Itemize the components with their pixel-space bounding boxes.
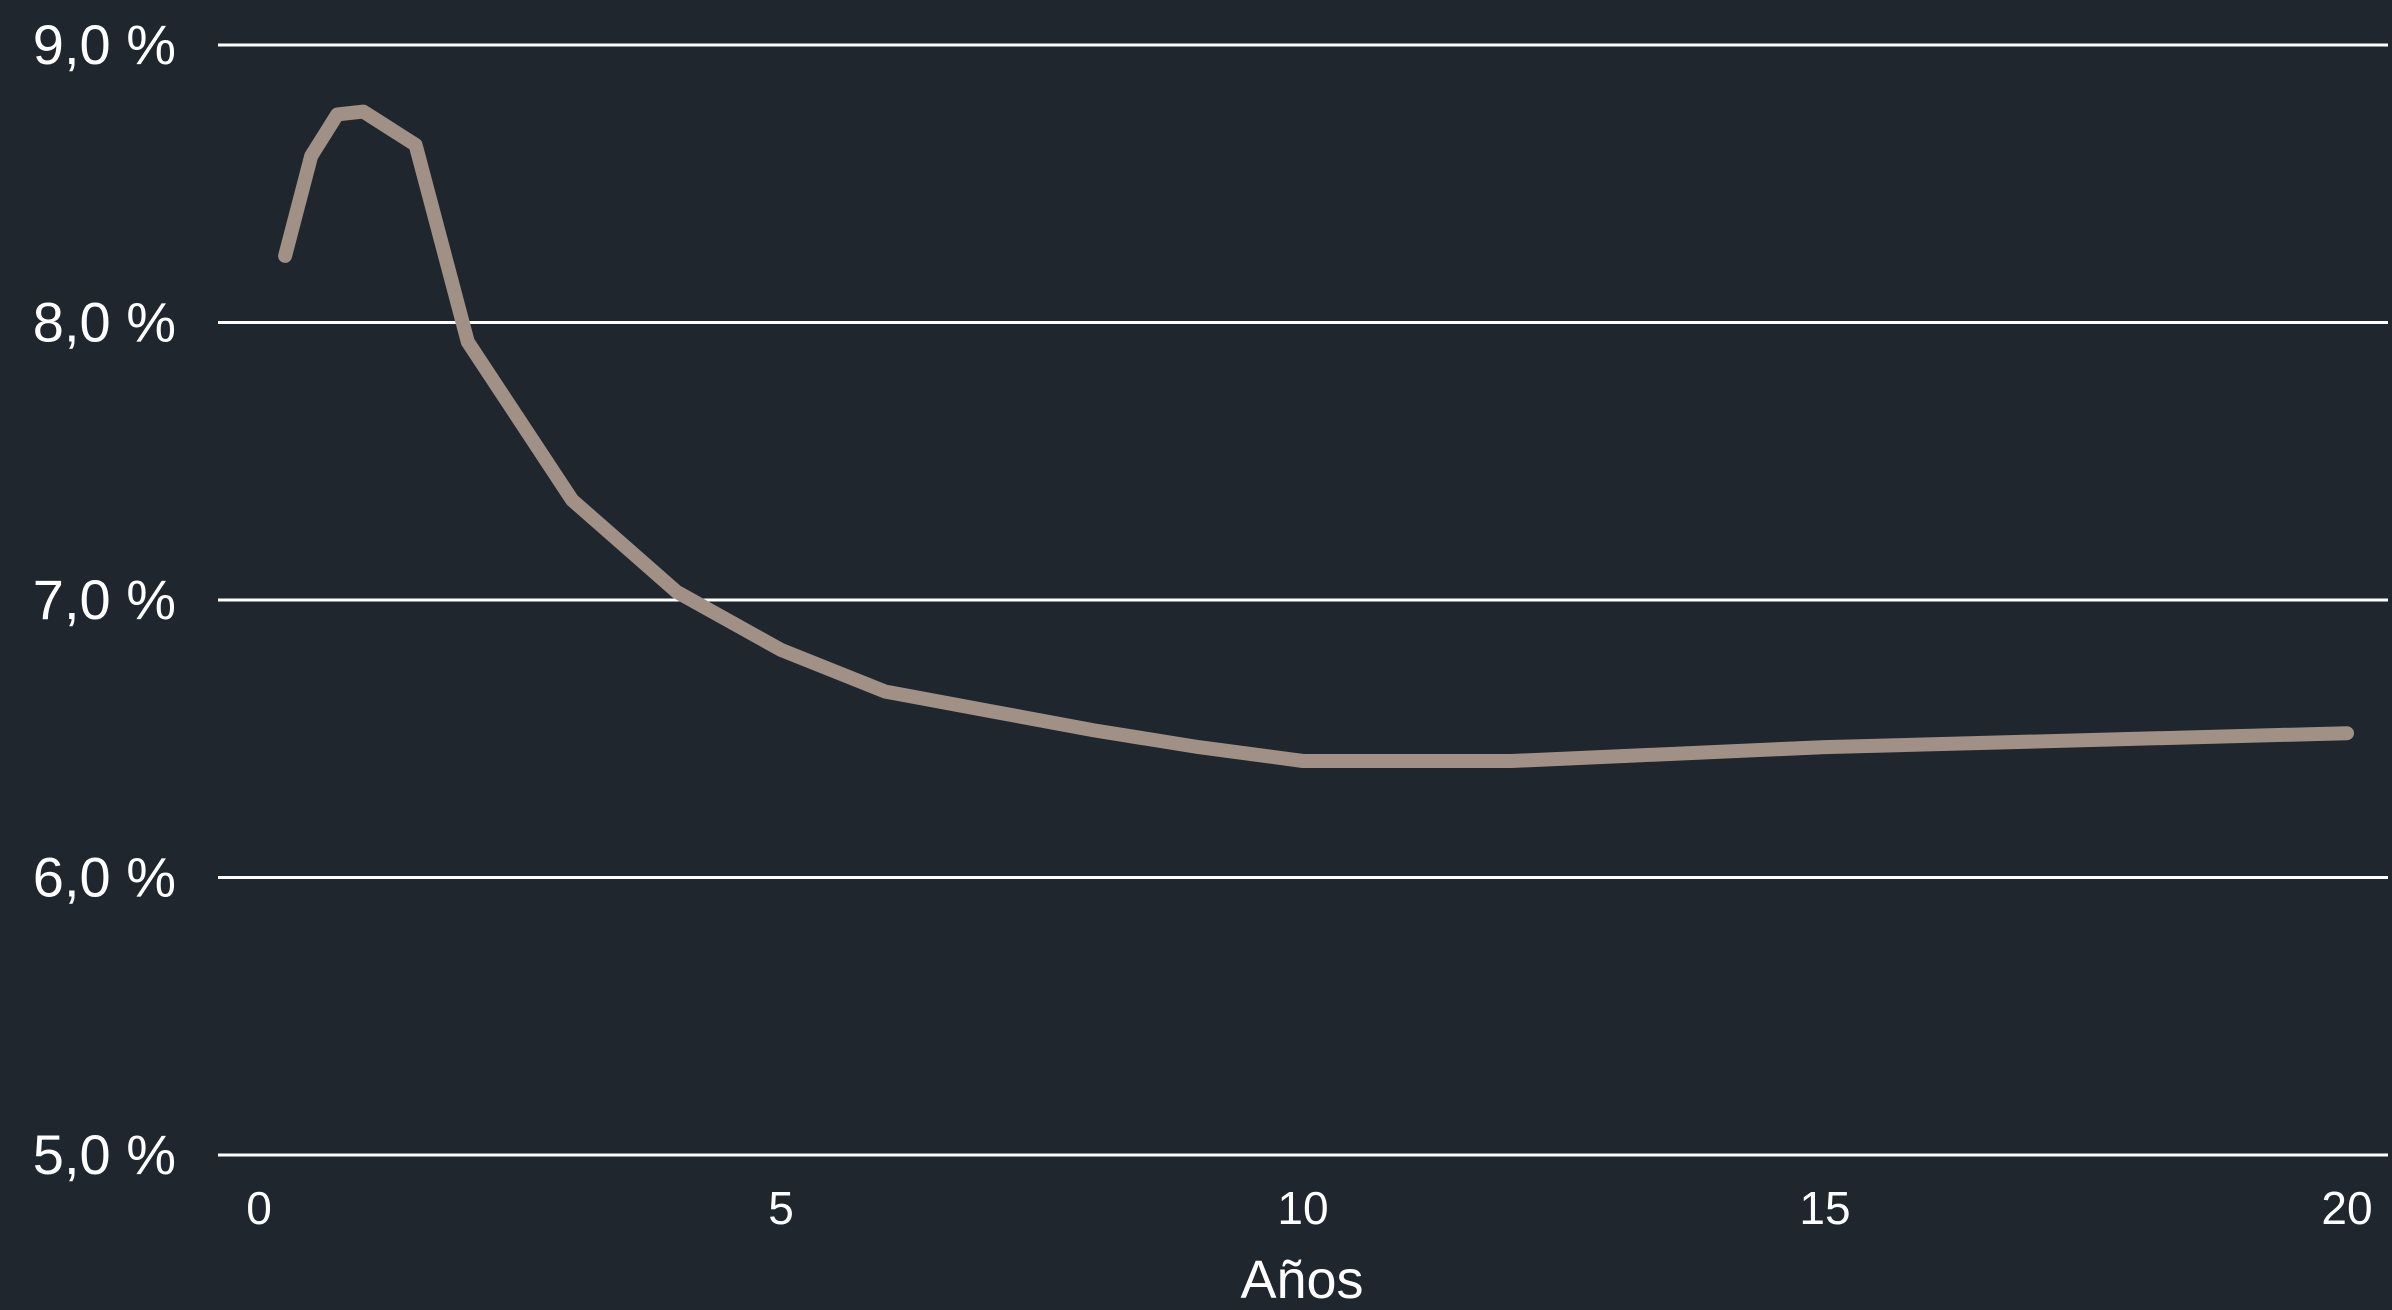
data-point: [571, 499, 574, 502]
y-tick-label: 6,0 %: [33, 846, 176, 909]
data-point: [1093, 729, 1096, 732]
gridlines: [218, 43, 2388, 1157]
data-point: [1824, 746, 1826, 749]
x-tick-label: 0: [246, 1182, 272, 1234]
x-axis-title: Años: [1240, 1250, 1363, 1310]
x-tick-label: 15: [1799, 1182, 1850, 1234]
y-tick-label: 7,0 %: [33, 568, 176, 631]
y-tick-label: 8,0 %: [33, 291, 176, 354]
series-layer: [278, 104, 2354, 768]
data-point: [780, 648, 782, 651]
y-axis-tick-labels: 5,0 % 6,0 % 7,0 % 8,0 % 9,0 %: [33, 13, 176, 1186]
y-tick-label: 9,0 %: [33, 13, 176, 76]
x-axis-tick-labels: 0 5 10 15 20: [246, 1182, 2372, 1234]
x-tick-label: 10: [1277, 1182, 1328, 1234]
data-point: [988, 710, 991, 712]
data-point: [362, 110, 365, 113]
y-tick-label: 5,0 %: [33, 1123, 176, 1186]
data-point: [1197, 746, 1200, 749]
data-point: [2346, 732, 2348, 735]
data-point: [310, 155, 313, 157]
data-point: [284, 254, 287, 257]
x-tick-label: 5: [768, 1182, 794, 1234]
data-point: [884, 690, 887, 693]
data-point: [336, 113, 339, 116]
data-point: [1302, 759, 1304, 762]
data-point: [414, 143, 417, 146]
data-point: [1510, 759, 1513, 762]
data-point: [466, 340, 469, 343]
series-line: [278, 104, 2354, 768]
x-tick-label: 20: [2321, 1182, 2372, 1234]
data-point: [675, 590, 678, 593]
